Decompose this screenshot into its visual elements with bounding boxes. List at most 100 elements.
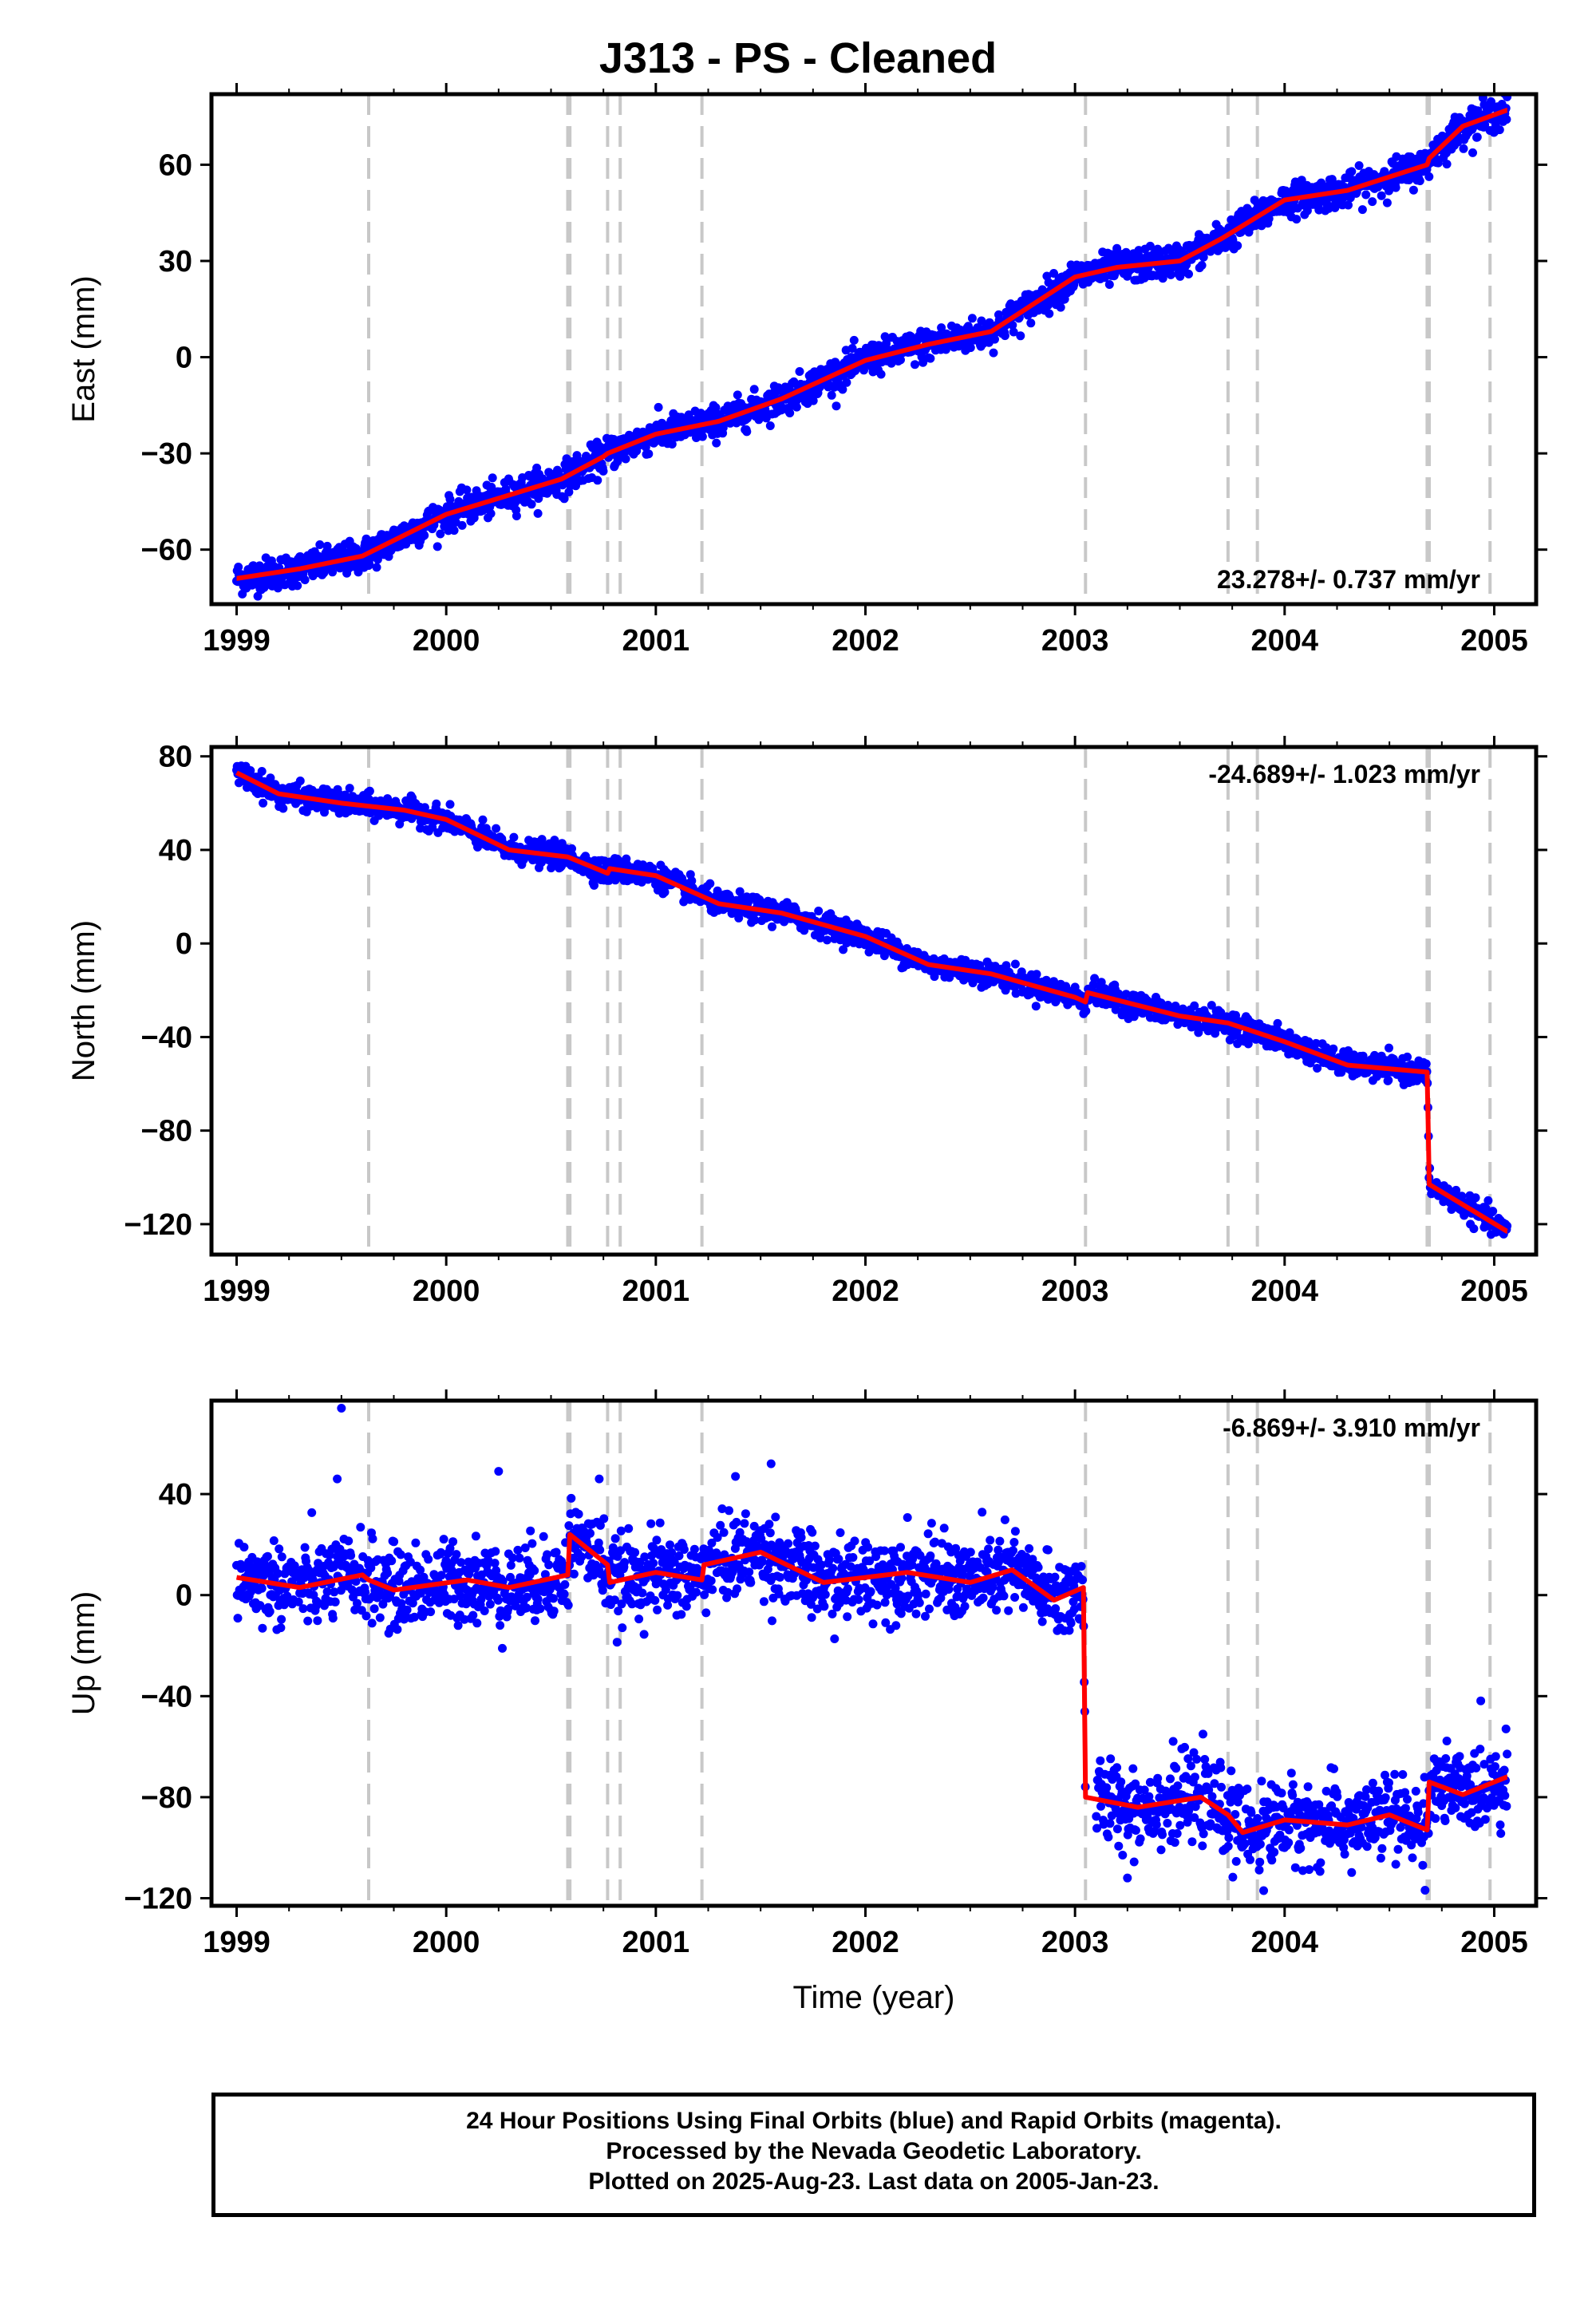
x-tick-label: 2002 (832, 1275, 899, 1308)
data-point (365, 786, 374, 796)
panel-east: 1999 2000 2001 2002 2003 2004 2005−60−3003060E… (66, 83, 1547, 658)
data-point (389, 1537, 399, 1547)
data-point (832, 401, 841, 411)
data-point (1112, 243, 1122, 253)
data-point (277, 1552, 286, 1562)
data-point (733, 390, 742, 400)
data-point (795, 367, 804, 376)
data-point (1380, 167, 1389, 176)
data-point (273, 583, 282, 593)
data-point (1502, 115, 1511, 124)
data-point (307, 1508, 317, 1517)
data-point (300, 1543, 310, 1552)
rate-label: 23.278+/- 0.737 mm/yr (1217, 565, 1480, 594)
data-point (749, 385, 759, 394)
data-point (1354, 161, 1364, 170)
data-point (1026, 318, 1036, 328)
data-point (328, 567, 338, 577)
data-point (1292, 215, 1302, 224)
data-point (265, 1607, 275, 1616)
data-point (372, 563, 381, 572)
data-point (234, 563, 243, 571)
data-point (1327, 175, 1337, 184)
y-tick-label: 0 (176, 927, 192, 961)
data-point (439, 1535, 448, 1544)
data-point (1472, 132, 1482, 142)
data-point (263, 1551, 272, 1561)
data-point (258, 1623, 267, 1633)
data-point (279, 804, 288, 813)
data-point (534, 494, 543, 504)
data-point (449, 526, 459, 536)
data-point (1391, 183, 1400, 192)
data-point (233, 1614, 243, 1623)
data-point (593, 476, 602, 485)
data-point (876, 370, 886, 379)
data-point (330, 1597, 340, 1607)
data-point (641, 442, 650, 452)
data-point (375, 1613, 385, 1622)
data-point (654, 402, 663, 412)
model-curve (235, 108, 1510, 581)
data-point (808, 396, 818, 405)
x-tick-label: 2000 (413, 624, 480, 658)
data-point (1273, 1018, 1282, 1028)
data-point (598, 466, 608, 476)
x-tick-label: 1999 (203, 1275, 271, 1308)
data-point (257, 1583, 267, 1593)
data-point (1264, 214, 1274, 223)
data-point (1049, 269, 1058, 278)
data-point (369, 1604, 379, 1614)
data-point (344, 1536, 354, 1546)
data-point (1184, 269, 1193, 279)
y-tick-label: 80 (159, 741, 192, 774)
data-point (247, 1587, 255, 1596)
data-point (567, 844, 576, 853)
data-point (785, 409, 795, 417)
data-point (1009, 327, 1018, 337)
data-point (1368, 197, 1377, 207)
y-tick-label: −40 (141, 1021, 192, 1054)
data-point (1031, 1002, 1041, 1011)
x-tick-label: 1999 (203, 624, 271, 658)
x-tick-label: 2000 (413, 1275, 480, 1308)
y-tick-label: −30 (141, 437, 192, 471)
data-point (432, 799, 441, 808)
data-point (847, 344, 857, 353)
data-point (527, 500, 536, 509)
data-point (1478, 94, 1487, 103)
data-point (488, 473, 497, 483)
data-point (266, 773, 275, 783)
data-point (445, 495, 455, 504)
data-point (937, 323, 946, 333)
data-point (383, 1568, 393, 1578)
x-tick-label: 2002 (832, 624, 899, 658)
data-point (1480, 120, 1490, 129)
data-point (315, 540, 325, 549)
y-tick-label: 40 (159, 834, 192, 868)
data-point (1233, 241, 1242, 251)
x-tick-label: 2005 (1460, 1275, 1528, 1308)
data-point (293, 581, 302, 591)
data-point (1421, 1059, 1431, 1069)
data-point (1385, 1043, 1393, 1053)
data-point (1104, 280, 1114, 289)
data-point (896, 355, 905, 365)
data-point (792, 402, 801, 412)
data-point (559, 494, 569, 504)
data-point (537, 835, 547, 844)
data-point (1468, 148, 1477, 157)
y-axis-label: East (mm) (66, 275, 101, 422)
data-point (253, 591, 263, 601)
data-point (275, 1544, 284, 1554)
x-tick-label: 2004 (1251, 624, 1319, 658)
y-tick-label: −60 (141, 534, 192, 567)
data-point (880, 332, 890, 342)
data-point (512, 512, 521, 520)
x-tick-label: 2003 (1041, 1275, 1109, 1308)
data-point (838, 385, 847, 394)
data-point (1145, 241, 1155, 251)
data-point (1166, 270, 1175, 279)
data-point (814, 907, 824, 915)
x-tick-label: 2001 (622, 624, 690, 658)
